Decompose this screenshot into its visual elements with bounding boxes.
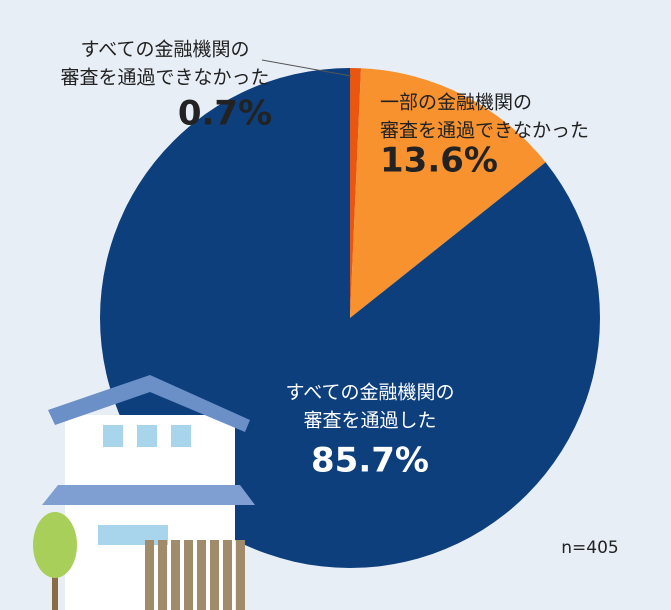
value-label: 13.6%: [380, 141, 498, 181]
pie-slice: [350, 68, 361, 318]
sample-size: n=405: [561, 538, 618, 558]
value-label: 0.7%: [178, 94, 272, 134]
pie-slice: [350, 68, 546, 319]
leader-line: [261, 59, 352, 77]
slice-label: すべての金融機関の: [286, 382, 455, 404]
value-label: 85.7%: [311, 441, 429, 481]
slice-label: 審査を通過した: [303, 410, 436, 432]
slice-label: 審査を通過できなかった: [380, 120, 589, 142]
slice-label: 審査を通過できなかった: [60, 67, 269, 89]
house-illustration: [33, 375, 255, 610]
slice-label: 一部の金融機関の: [380, 92, 532, 114]
slice-label: すべての金融機関の: [81, 39, 250, 61]
